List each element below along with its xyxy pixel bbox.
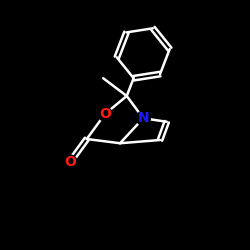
Circle shape (98, 107, 112, 121)
Circle shape (136, 111, 150, 125)
Circle shape (63, 155, 77, 169)
Text: O: O (64, 155, 76, 169)
Text: N: N (138, 111, 149, 125)
Text: O: O (99, 107, 111, 121)
